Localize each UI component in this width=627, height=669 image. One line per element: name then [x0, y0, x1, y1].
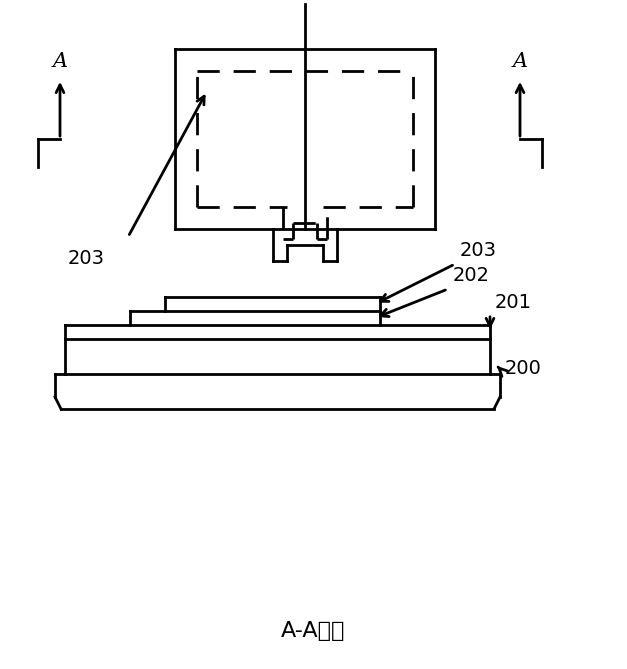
Text: 200: 200	[505, 359, 542, 379]
Text: 201: 201	[495, 293, 532, 312]
Text: 202: 202	[453, 266, 490, 285]
Text: 203: 203	[68, 249, 105, 268]
Text: 203: 203	[460, 241, 497, 260]
Text: A-A剖面: A-A剖面	[282, 621, 345, 641]
Text: A: A	[512, 52, 527, 71]
Text: A: A	[53, 52, 68, 71]
